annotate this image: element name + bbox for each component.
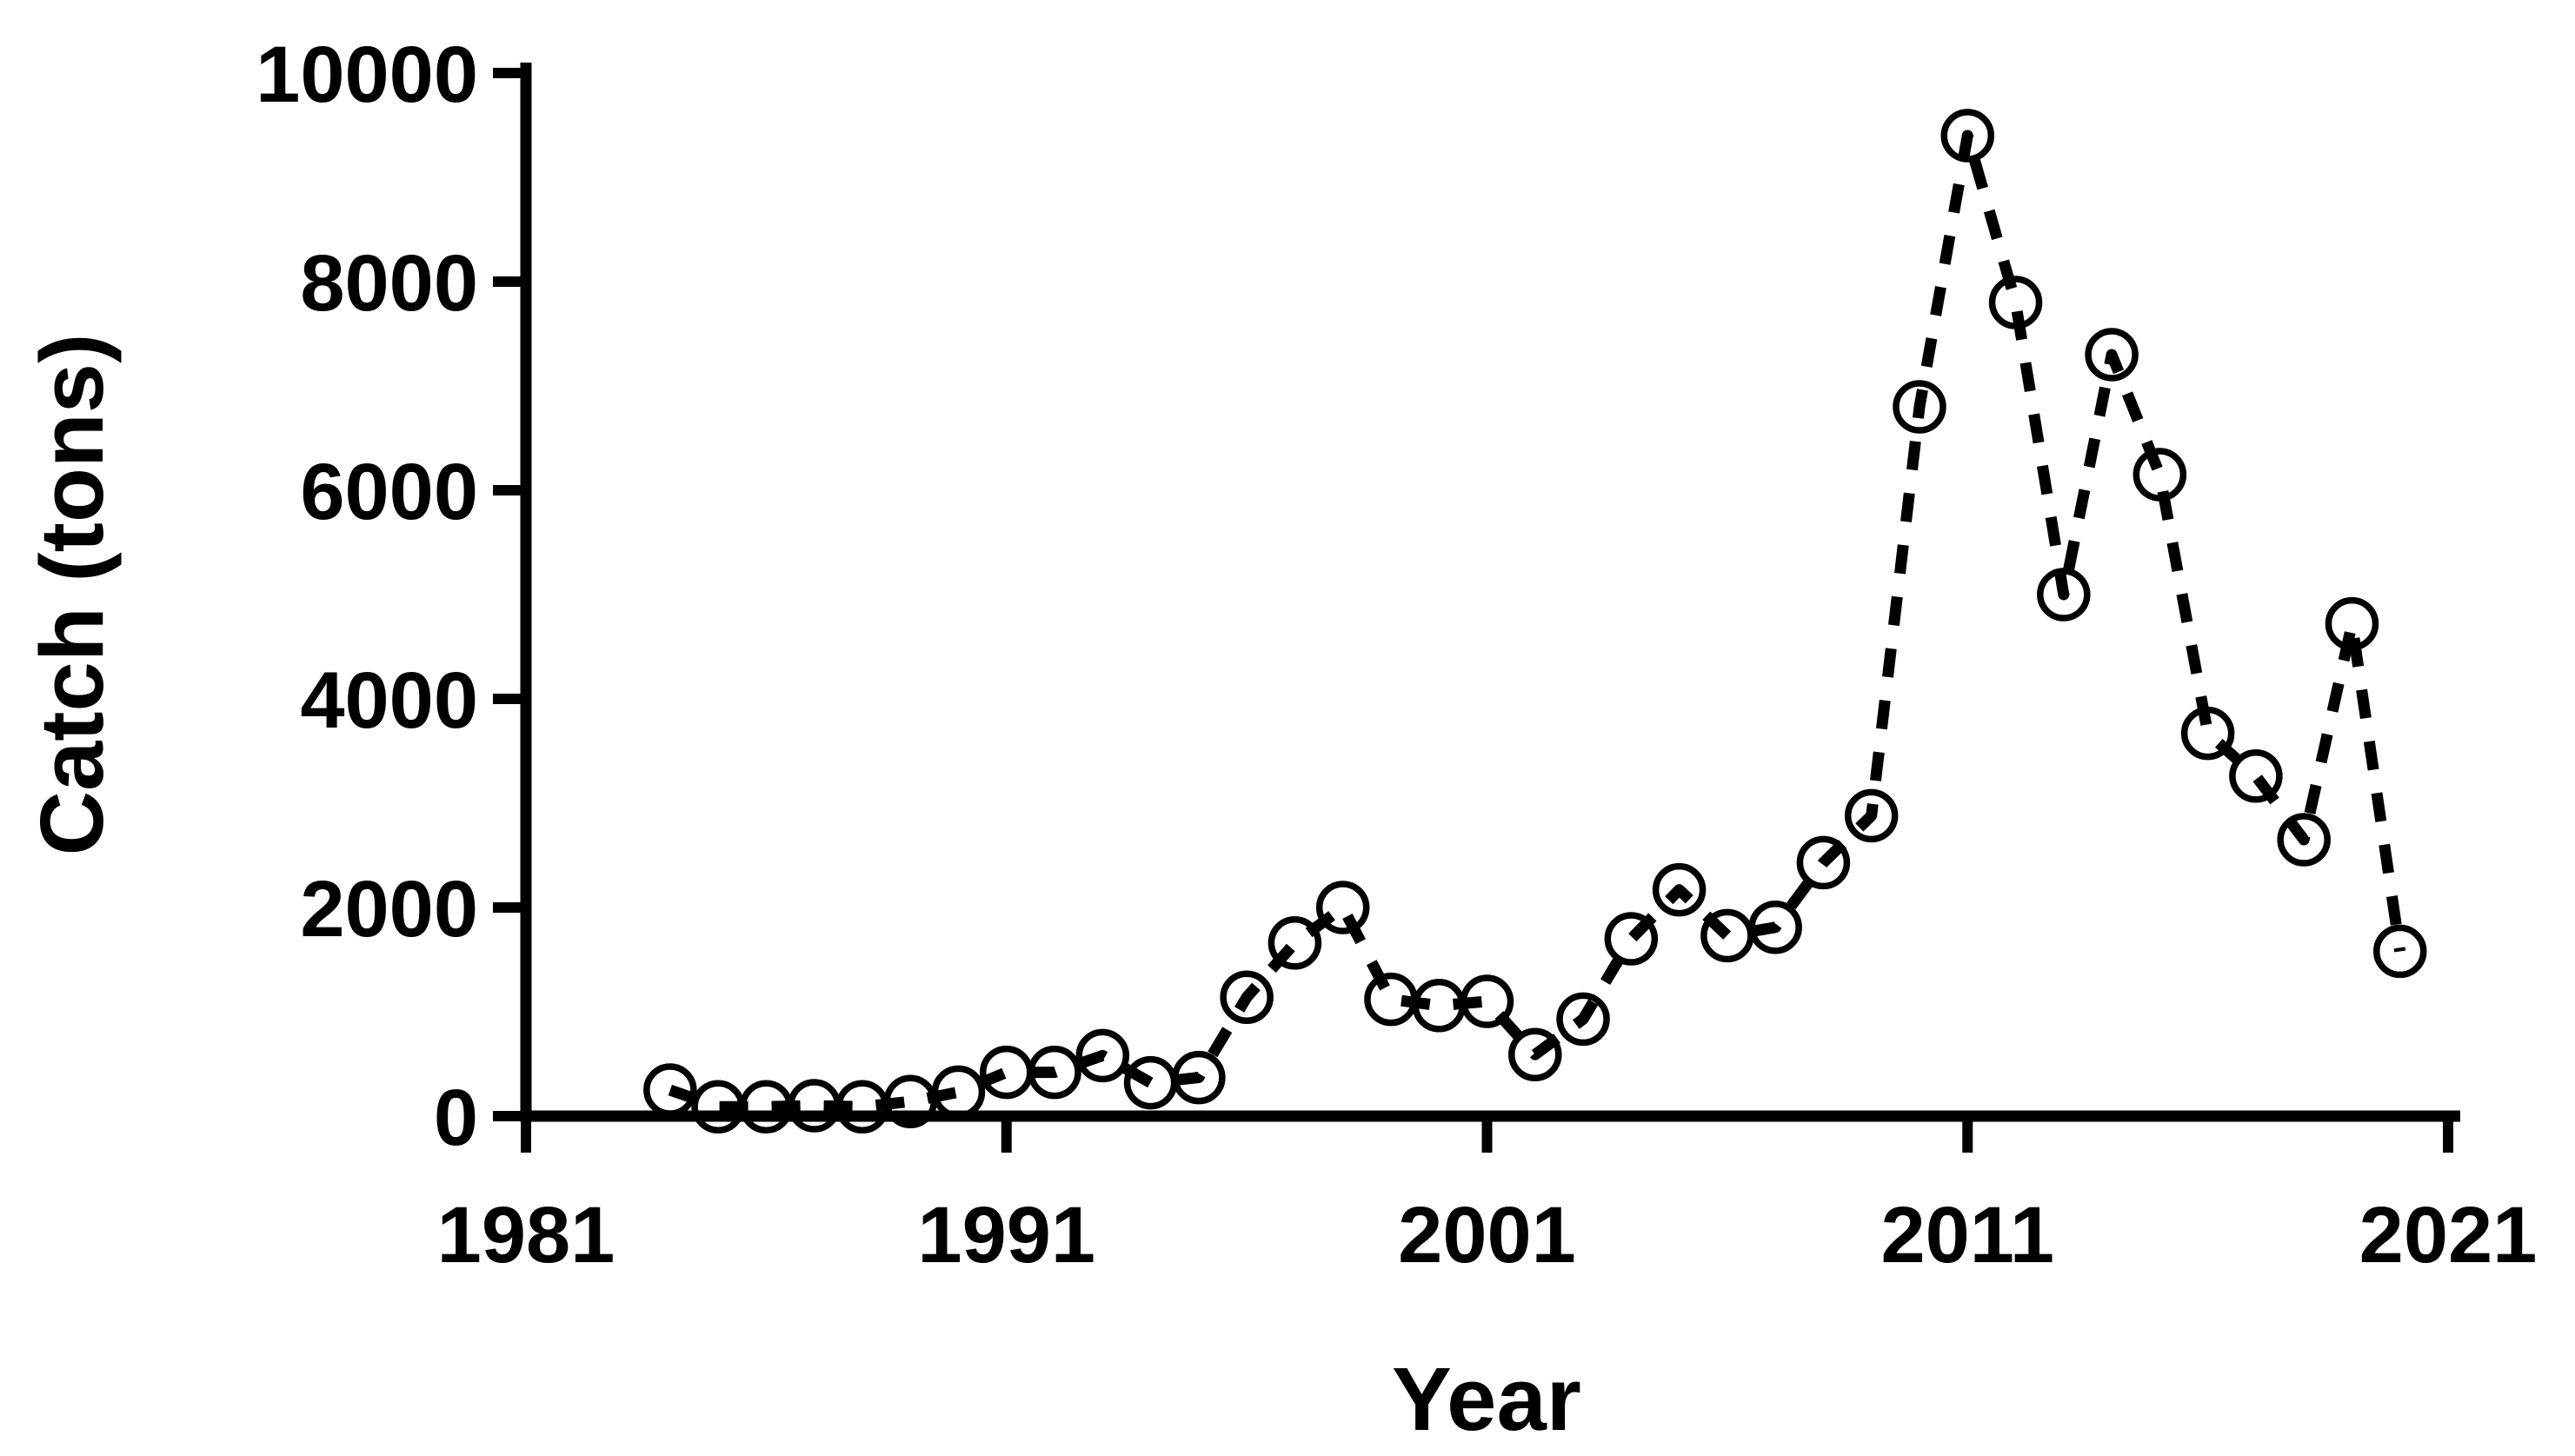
x-tick-label: 1981: [437, 1191, 615, 1280]
x-tick-label: 2011: [1880, 1191, 2054, 1280]
data-point: [1268, 916, 1322, 970]
data-point: [1075, 1028, 1130, 1083]
data-point: [1652, 862, 1707, 917]
data-point: [643, 1063, 697, 1117]
data-point: [1220, 970, 1274, 1024]
data-point: [1893, 380, 1946, 434]
y-tick-label: 10000: [256, 30, 478, 119]
plot-area: 0 2000 4000 6000 8000 10000 1981 1991 2001 2011 20…: [256, 30, 2537, 1280]
data-point: [1556, 992, 1610, 1047]
y-tick-label: 8000: [300, 239, 478, 328]
data-point: [2372, 924, 2427, 979]
data-point: [2037, 568, 2091, 622]
data-point: [1460, 974, 1514, 1028]
data-point: [2325, 596, 2379, 651]
data-point: [1315, 881, 1370, 934]
y-tick-label: 6000: [300, 448, 478, 536]
y-axis-title: Catch (tons): [22, 334, 122, 856]
y-tick-label: 2000: [300, 865, 478, 954]
data-point: [931, 1065, 986, 1120]
data-point: [1604, 912, 1659, 966]
data-point: [2229, 749, 2283, 803]
x-tick-label: 1991: [917, 1191, 1095, 1280]
data-point: [1172, 1050, 1226, 1105]
y-tick-label: 4000: [300, 656, 478, 745]
data-point: [980, 1045, 1034, 1100]
data-point: [1940, 109, 1994, 163]
data-point: [1123, 1055, 1178, 1110]
data-point: [1508, 1027, 1562, 1081]
y-tick-label: 0: [434, 1074, 478, 1162]
data-point: [1796, 835, 1851, 890]
x-axis-title: Year: [1392, 1349, 1581, 1449]
data-point: [2085, 328, 2139, 382]
data-point: [2277, 813, 2331, 867]
series-line: [668, 130, 2406, 1113]
data-point: [2180, 706, 2235, 761]
data-point: [1844, 788, 1899, 843]
x-tick-label: 2001: [1398, 1191, 1576, 1280]
data-point: [1700, 908, 1754, 963]
data-point: [1748, 901, 1802, 954]
data-point: [1988, 276, 2043, 329]
data-point: [2133, 448, 2187, 502]
x-tick-label: 2021: [2359, 1191, 2538, 1280]
data-point: [1028, 1045, 1081, 1100]
